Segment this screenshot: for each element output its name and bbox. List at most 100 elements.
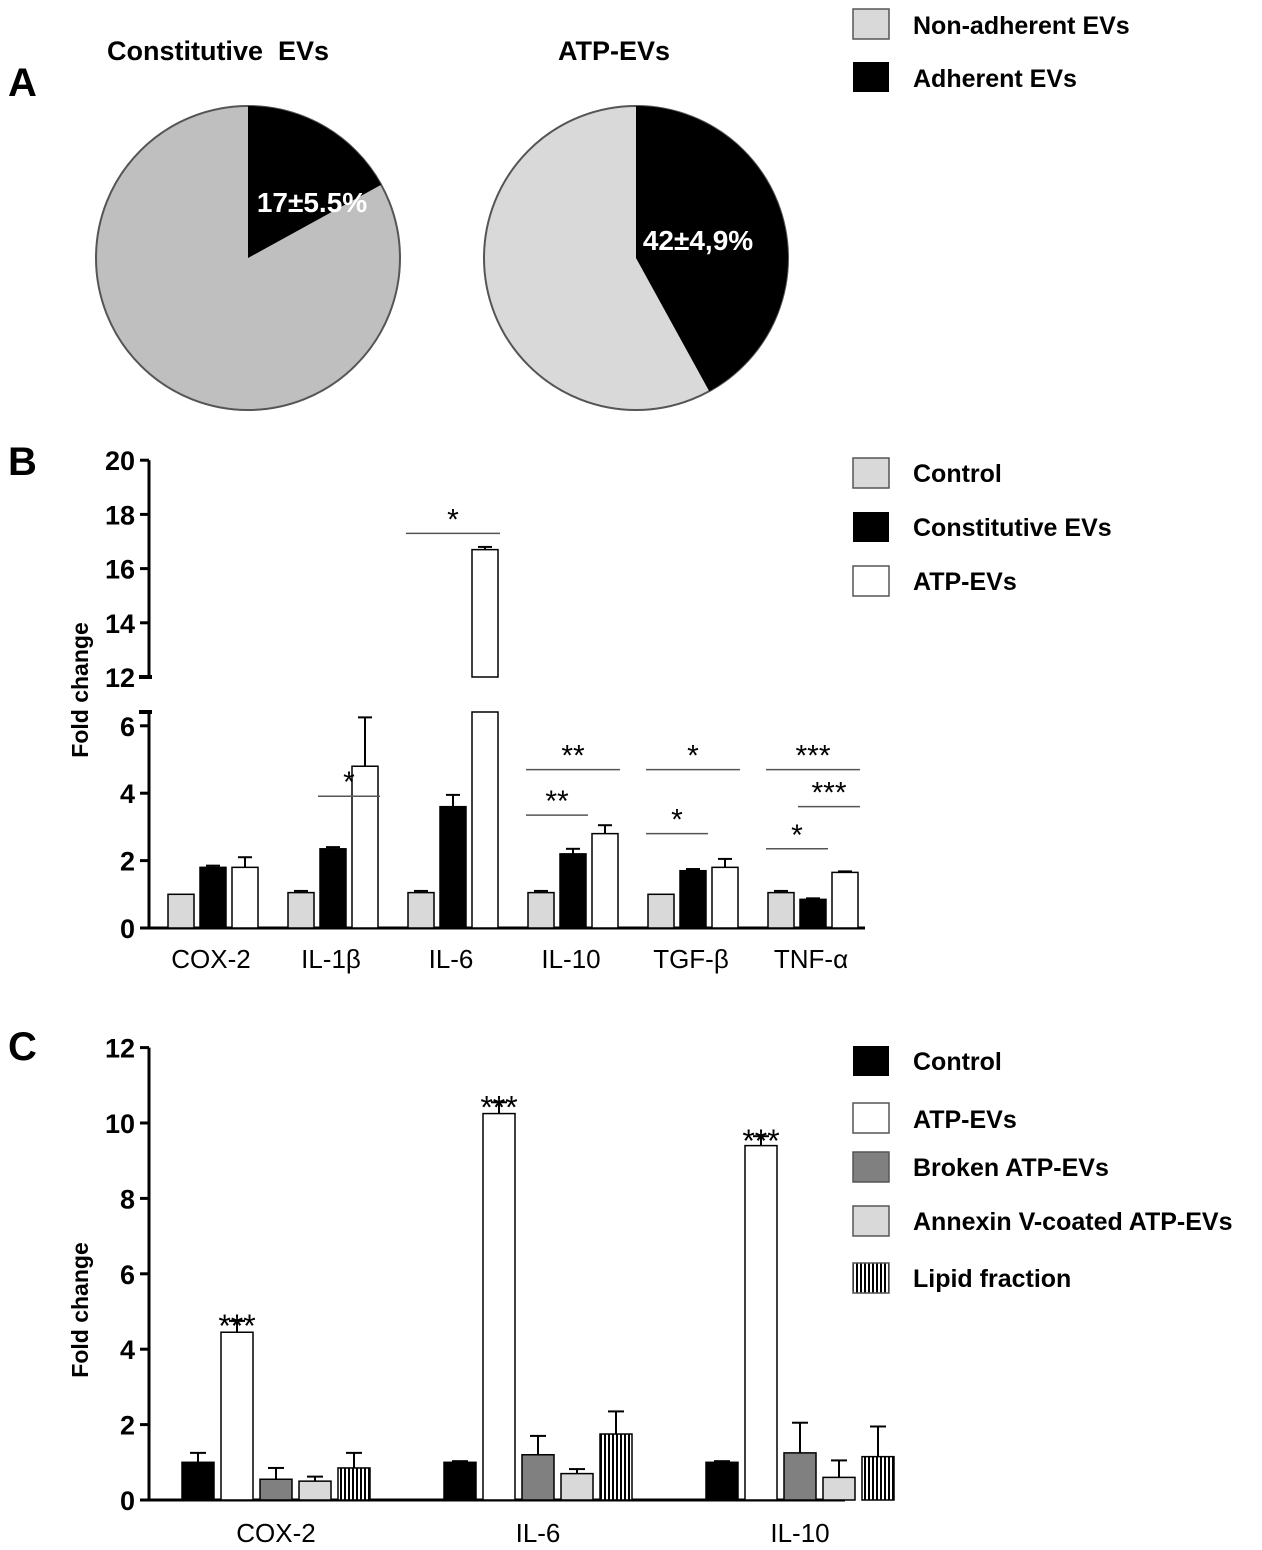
pie-slice-adherent bbox=[248, 106, 382, 258]
b-bar-lower bbox=[471, 711, 499, 929]
panel-label-b: B bbox=[8, 440, 37, 484]
c-legend-label-broken: Broken ATP-EVs bbox=[913, 1154, 1109, 1182]
b-legend-label-control: Control bbox=[913, 460, 1002, 488]
c-significance-label: *** bbox=[480, 1089, 517, 1125]
c-y-tick-label: 2 bbox=[120, 1411, 135, 1441]
c-category-label: IL-6 bbox=[516, 1518, 561, 1548]
b-bar bbox=[167, 893, 195, 929]
legend-swatch-non-adherent bbox=[852, 8, 890, 40]
b-bar bbox=[407, 891, 435, 929]
c-legend-swatch-annexin bbox=[852, 1205, 890, 1237]
b-category-label: COX-2 bbox=[171, 944, 250, 974]
b-bar bbox=[199, 866, 227, 929]
b-significance-label: * bbox=[791, 819, 803, 852]
c-y-tick-label: 10 bbox=[105, 1109, 135, 1139]
c-legend-swatch-broken bbox=[852, 1151, 890, 1183]
pie-constitutive bbox=[95, 105, 401, 411]
b-bar bbox=[439, 805, 467, 929]
c-y-tick-label: 12 bbox=[105, 1034, 135, 1064]
b-bar bbox=[319, 848, 347, 929]
b-category-label: IL-1β bbox=[301, 944, 361, 974]
pie-slice-adherent bbox=[636, 106, 789, 392]
c-legend-label-control: Control bbox=[913, 1048, 1002, 1076]
c-legend-swatch-lipid bbox=[852, 1262, 890, 1294]
c-annotations: *** *** *** bbox=[218, 1089, 779, 1344]
b-y-tick-label: 14 bbox=[105, 609, 135, 639]
b-y-axis-label: Fold change bbox=[67, 622, 93, 757]
c-y-tick-label: 8 bbox=[120, 1184, 135, 1214]
bar-chart-c: Fold change 0 2 4 6 8 10 12 *** *** *** COX-2 IL-… bbox=[67, 1034, 1233, 1548]
legend-label-non-adherent: Non-adherent EVs bbox=[913, 12, 1130, 40]
b-y-tick-label: 18 bbox=[105, 500, 135, 530]
b-bar bbox=[767, 891, 795, 929]
c-y-tick-label: 4 bbox=[120, 1335, 135, 1365]
pie-title-atp: ATP-EVs bbox=[558, 36, 670, 66]
pie-title-constitutive: Constitutive EVs bbox=[107, 36, 329, 66]
panel-label-a: A bbox=[8, 61, 37, 105]
c-bar bbox=[744, 1144, 778, 1501]
c-y-tick-label: 0 bbox=[120, 1486, 135, 1516]
b-bar bbox=[591, 832, 619, 929]
b-categories: COX-2 IL-1β IL-6 IL-10 TGF-β TNF-α bbox=[171, 944, 848, 974]
c-bars bbox=[181, 1101, 895, 1501]
panel-label-c: C bbox=[8, 1025, 37, 1069]
b-y-tick-label: 12 bbox=[105, 663, 135, 693]
c-significance-label: *** bbox=[742, 1123, 779, 1159]
c-bar bbox=[181, 1461, 215, 1501]
c-bar bbox=[259, 1478, 293, 1501]
b-bar bbox=[231, 866, 259, 929]
b-y-tick-label: 16 bbox=[105, 555, 135, 585]
b-significance-label: * bbox=[671, 804, 683, 837]
b-category-label: TGF-β bbox=[653, 944, 729, 974]
c-y-axis: 0 2 4 6 8 10 12 bbox=[105, 1034, 845, 1516]
c-bar bbox=[861, 1455, 895, 1501]
b-significance-label: ** bbox=[545, 785, 569, 818]
c-bar bbox=[298, 1480, 332, 1501]
b-bar bbox=[711, 866, 739, 929]
c-y-axis-label: Fold change bbox=[67, 1242, 93, 1377]
b-bar bbox=[559, 853, 587, 929]
pie-atp-label: 42±4,9% bbox=[643, 225, 753, 256]
b-y-tick-label: 0 bbox=[120, 914, 135, 944]
pie-constitutive-label: 17±5.5% bbox=[257, 187, 367, 218]
b-bar bbox=[831, 871, 859, 929]
c-bar bbox=[783, 1452, 817, 1501]
c-category-label: COX-2 bbox=[236, 1518, 315, 1548]
b-legend-label-constitutive: Constitutive EVs bbox=[913, 514, 1112, 542]
legend-label-adherent: Adherent EVs bbox=[913, 65, 1077, 93]
c-legend-label-lipid: Lipid fraction bbox=[913, 1265, 1071, 1293]
c-bar bbox=[337, 1467, 371, 1501]
c-bar bbox=[599, 1433, 633, 1501]
b-legend-swatch-atp bbox=[852, 565, 890, 597]
c-bar bbox=[482, 1112, 516, 1501]
b-legend-swatch-constitutive bbox=[853, 512, 889, 542]
b-bar bbox=[471, 548, 499, 678]
b-bar bbox=[799, 898, 827, 929]
c-bar bbox=[822, 1476, 856, 1501]
b-bar bbox=[351, 765, 379, 929]
b-significance-label: ** bbox=[561, 740, 585, 773]
b-y-tick-label: 20 bbox=[105, 446, 135, 476]
b-category-label: IL-10 bbox=[541, 944, 600, 974]
b-bar bbox=[679, 869, 707, 929]
c-significance-label: *** bbox=[218, 1308, 255, 1344]
b-category-label: TNF-α bbox=[774, 944, 848, 974]
c-categories: COX-2 IL-6 IL-10 bbox=[236, 1518, 829, 1548]
c-legend-label-atp: ATP-EVs bbox=[913, 1106, 1017, 1134]
pie-atp bbox=[483, 105, 789, 411]
b-bar bbox=[527, 891, 555, 929]
c-bar bbox=[705, 1461, 739, 1501]
b-category-label: IL-6 bbox=[429, 944, 474, 974]
c-bar bbox=[443, 1461, 477, 1501]
b-significance-label: * bbox=[447, 503, 459, 536]
b-y-tick-label: 6 bbox=[120, 712, 135, 742]
b-significance-label: *** bbox=[795, 740, 830, 773]
b-significance: *************** bbox=[318, 503, 860, 852]
legend-swatch-adherent bbox=[853, 62, 889, 92]
c-bar bbox=[521, 1454, 555, 1501]
b-significance-label: *** bbox=[811, 777, 846, 810]
c-legend-label-annexin: Annexin V-coated ATP-EVs bbox=[913, 1208, 1233, 1236]
c-legend-swatch-atp bbox=[852, 1102, 890, 1134]
